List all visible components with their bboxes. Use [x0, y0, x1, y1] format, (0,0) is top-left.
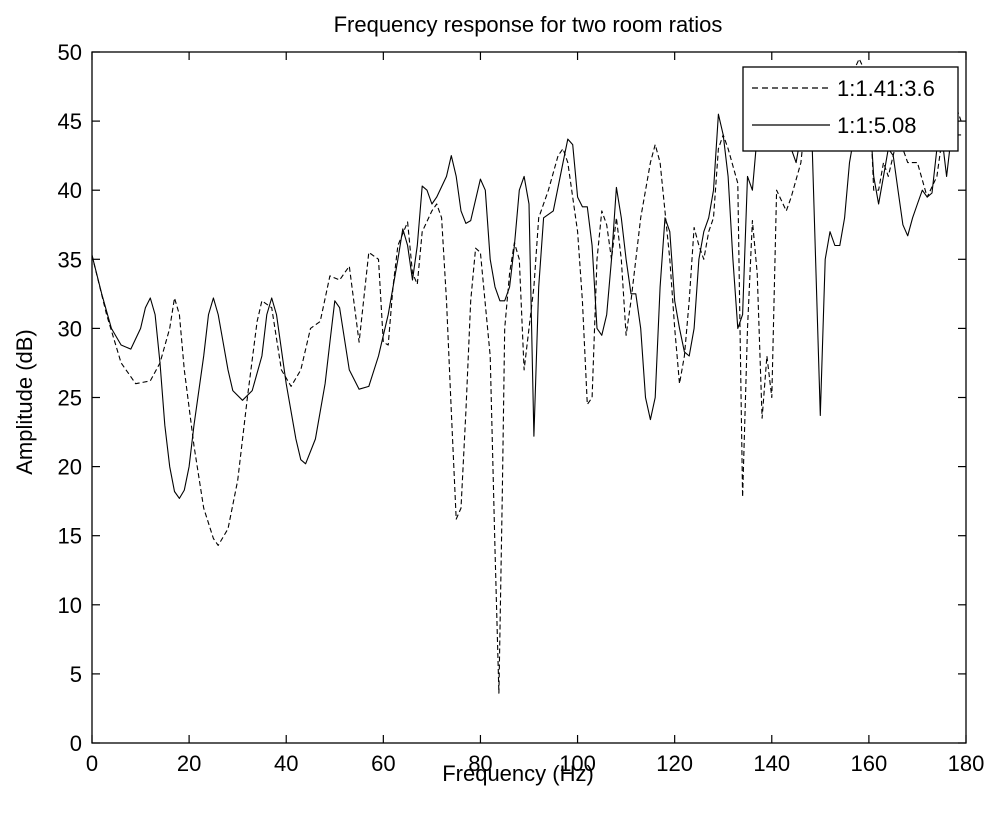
legend-box [742, 66, 959, 152]
y-tick-label: 10 [58, 593, 82, 618]
y-tick-label: 15 [58, 524, 82, 549]
x-tick-label: 40 [274, 751, 298, 776]
x-tick-label: 140 [753, 751, 790, 776]
y-axis-title: Amplitude (dB) [12, 329, 37, 475]
x-tick-label: 120 [656, 751, 693, 776]
y-tick-label: 20 [58, 455, 82, 480]
y-tick-label: 0 [70, 731, 82, 756]
y-tick-label: 40 [58, 178, 82, 203]
x-axis-title: Frequency (Hz) [442, 761, 594, 786]
x-tick-label: 0 [86, 751, 98, 776]
x-tick-label: 180 [948, 751, 985, 776]
y-tick-label: 30 [58, 316, 82, 341]
y-tick-label: 45 [58, 109, 82, 134]
legend-label-series-2: 1:1:5.08 [837, 113, 917, 138]
series-line-2 [91, 86, 962, 499]
x-tick-label: 100 [559, 751, 596, 776]
x-tick-label: 20 [177, 751, 201, 776]
y-tick-label: 35 [58, 247, 82, 272]
x-tick-label: 60 [371, 751, 395, 776]
legend-label-series-1: 1:1.41:3.6 [837, 76, 935, 101]
y-tick-label: 25 [58, 386, 82, 411]
x-tick-label: 80 [468, 751, 492, 776]
ticks-layer: 0 20 40 60 80 100 120 140 160 180 0 5 10 15 20 25 30 35 40… [58, 40, 985, 776]
legend: 1:1.41:3.6 1:1:5.08 [742, 66, 959, 152]
x-tick-label: 160 [851, 751, 888, 776]
chart-title: Frequency response for two room ratios [334, 12, 723, 37]
y-tick-label: 50 [58, 40, 82, 65]
plot-area-frame [91, 51, 967, 744]
y-tick-label: 5 [70, 662, 82, 687]
